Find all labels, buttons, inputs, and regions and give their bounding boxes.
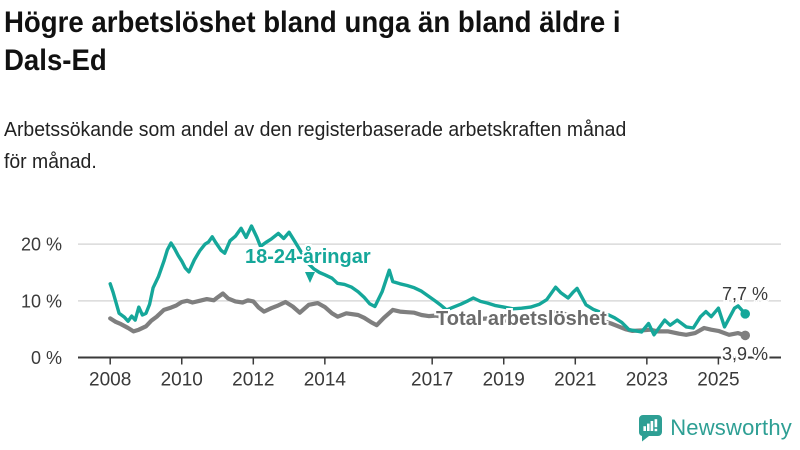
x-tick-label: 2021 (554, 370, 596, 391)
newsworthy-brand-name: Newsworthy (670, 415, 792, 440)
x-tick-label: 2010 (161, 370, 203, 391)
annotation-arrow-down-icon (305, 272, 315, 283)
series-end-dot-total (740, 330, 751, 341)
series-end-dot-young (740, 309, 751, 319)
x-tick-label: 2012 (232, 370, 274, 391)
end-value-label-total: 3,9 % (722, 344, 769, 364)
y-tick-label: 20 % (21, 235, 62, 255)
newsworthy-logo-icon (639, 415, 663, 442)
series-label-young: 18-24-åringar (245, 246, 371, 268)
page-title: Högre arbetslöshet bland unga än bland ä… (4, 6, 621, 77)
x-tick-label: 2023 (626, 370, 668, 391)
x-tick-label: 2019 (483, 370, 525, 391)
chart-subtitle: Arbetssökande som andel av den registerb… (4, 119, 627, 173)
x-tick-label: 2008 (89, 370, 131, 391)
x-tick-label: 2017 (411, 370, 453, 391)
series-line-young (108, 224, 747, 337)
series-label-total: Total arbetslöshet (436, 308, 607, 330)
y-tick-label: 10 % (21, 291, 62, 311)
x-tick-label: 2014 (304, 370, 347, 391)
x-tick-label: 2025 (697, 370, 739, 391)
newsworthy-brand-link[interactable]: Newsworthy (638, 414, 792, 442)
end-value-label-young: 7,7 % (722, 284, 769, 304)
y-tick-label: 0 % (31, 348, 62, 368)
